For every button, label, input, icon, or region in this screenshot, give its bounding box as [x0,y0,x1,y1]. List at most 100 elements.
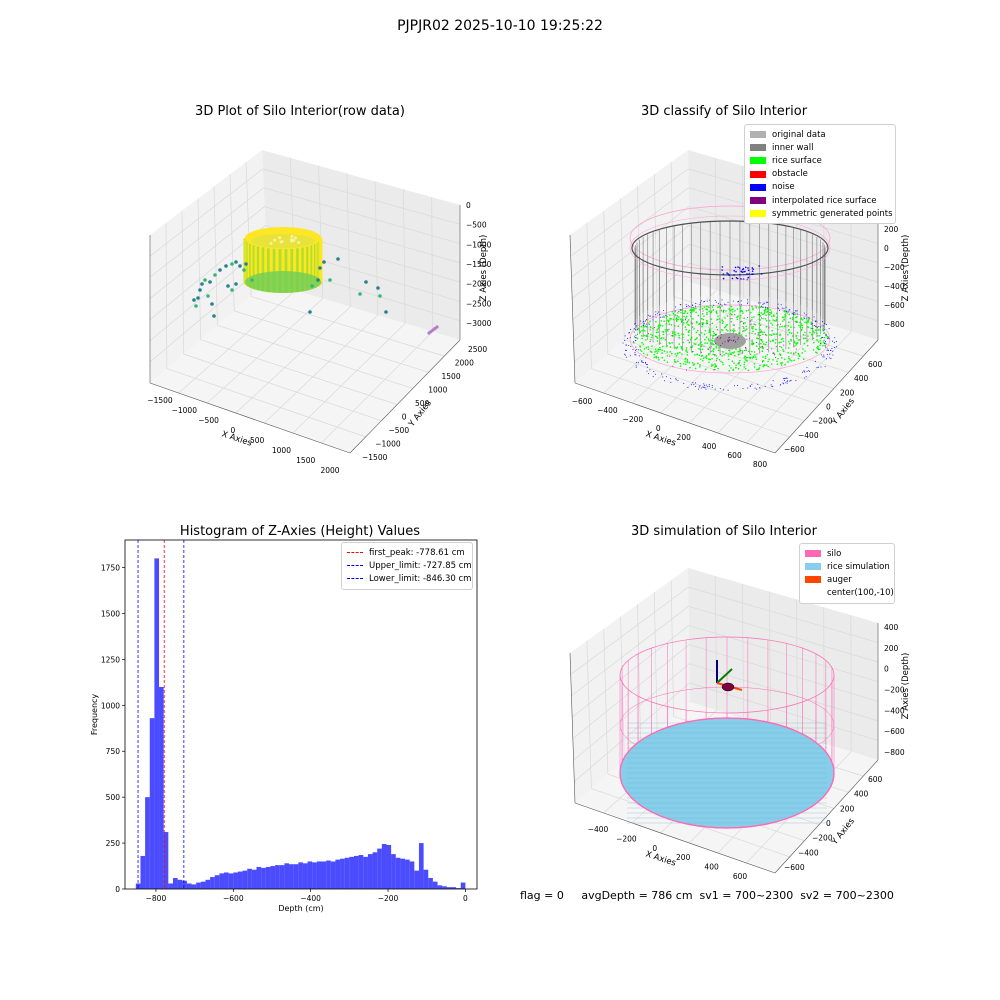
panel2-rice-point [727,355,730,357]
panel2-rice-point [691,362,694,364]
panel2-rice-point [676,314,679,317]
panel2-rice-point [680,309,683,311]
panel2-rice-point [727,353,729,355]
panel2-rice-point [724,325,727,328]
panel2-rice-point [827,335,829,338]
panel2-noise-point [642,325,644,327]
panel2-interp-point [638,349,640,351]
panel2-rice-point [762,317,764,320]
panel2-rice-point [721,305,723,307]
panel2-noise-point [735,270,737,273]
panel2-noise-point [625,356,627,358]
panel2-rice-point [706,305,708,308]
panel2-rice-point [787,351,789,354]
panel4-x-tick-label: 0 [652,844,657,853]
panel2-rice-point [783,310,786,312]
panel2-rice-point [664,338,667,341]
panel2-noise-point [781,307,783,309]
panel2-noise-point [659,314,661,316]
panel2-rice-point [684,317,687,319]
panel1-data-point [230,288,234,292]
panel2-rice-point [719,331,722,334]
panel2-rice-point [691,345,694,347]
panel2-noise-point [778,309,780,311]
panel2-interp-point [748,337,750,339]
panel2-rice-point [715,347,717,349]
panel4-y-tick-label: 600 [868,775,883,784]
panel2-rice-point [651,345,653,347]
panel2-rice-point [672,312,675,315]
panel3-bar [418,843,424,889]
panel2-rice-point [708,361,710,364]
panel1-grid [229,174,235,311]
panel2-interp-point [751,332,753,334]
panel2-rice-point [743,363,746,366]
panel2-rice-point [699,366,701,368]
panel2-rice-point [806,344,809,347]
panel4-grid [573,663,690,761]
panel2-noise-point [749,385,751,387]
panel2-noise-point [827,348,829,350]
panel2-rice-point [794,320,797,323]
panel2-rice-point [774,342,777,344]
panel2-rice-point [732,324,735,326]
panel3-bar [302,863,308,889]
panel3-bar [381,843,387,889]
panel1-data-point [376,286,380,290]
panel2-rice-point [725,310,727,312]
panel2-rice-point [775,338,777,341]
panel2-grid [572,225,690,320]
panel2-noise-point [785,377,787,379]
panel4-center-marker [721,682,735,692]
panel2-rice-point [717,367,719,370]
panel2-zlabel: Z Axies (Depth) [901,235,911,302]
panel2-rice-point [817,335,819,337]
panel2-rice-point [677,325,680,328]
panel2-rice-point [794,313,796,316]
panel2-rice-point [823,339,825,342]
panel2-wall-point [631,220,829,276]
panel2-noise-point [747,299,749,301]
panel2-noise-point [655,311,657,313]
panel2-noise-point [824,340,826,342]
panel2-rice-point [724,317,726,319]
panel2-rice-point [806,339,809,342]
panel2-noise-point [820,366,822,368]
panel2-noise-point [713,304,715,306]
panel2-rice-point [667,330,669,332]
panel2-noise-point [722,277,725,280]
panel2-rice-point [711,339,714,342]
panel3-bar [172,877,178,889]
panel2-rice-point [682,336,684,339]
panel1-data-point [224,264,228,268]
panel2-rice-point [665,330,667,333]
panel3-bar [159,686,164,889]
panel4-ylabel: Y Axies [829,816,857,848]
panel4-grid [570,586,689,675]
panel2-rice-point [696,353,699,356]
panel4-grid [574,682,690,782]
panel2-noise-point [699,303,701,305]
panel2-rice-point [762,333,764,336]
panel2-noise-point [628,344,630,346]
panel1-y-tick-label: 2000 [455,359,474,368]
panel2-rice-point [751,318,753,321]
panel2-rice-point [663,316,665,319]
panel2-rice-point [646,335,649,338]
panel1-grid [264,314,378,424]
panel3-bar [353,855,359,889]
panel2-rice-point [686,351,689,353]
panel2-rice-point [728,308,730,310]
panel2-rice-point [663,359,666,362]
panel4-left-pane [570,568,690,803]
legend-swatch [750,144,766,152]
panel2-grid [631,298,744,404]
panel2-noise-point [788,309,790,311]
panel2-noise-point [635,350,637,352]
panel2-rice-point [713,343,715,346]
panel2-noise-point [823,330,825,332]
panel3-bar [358,855,364,889]
panel2-rice-point [701,313,704,315]
panel2-rice-point [791,318,794,321]
panel2-rice-point [647,348,650,351]
